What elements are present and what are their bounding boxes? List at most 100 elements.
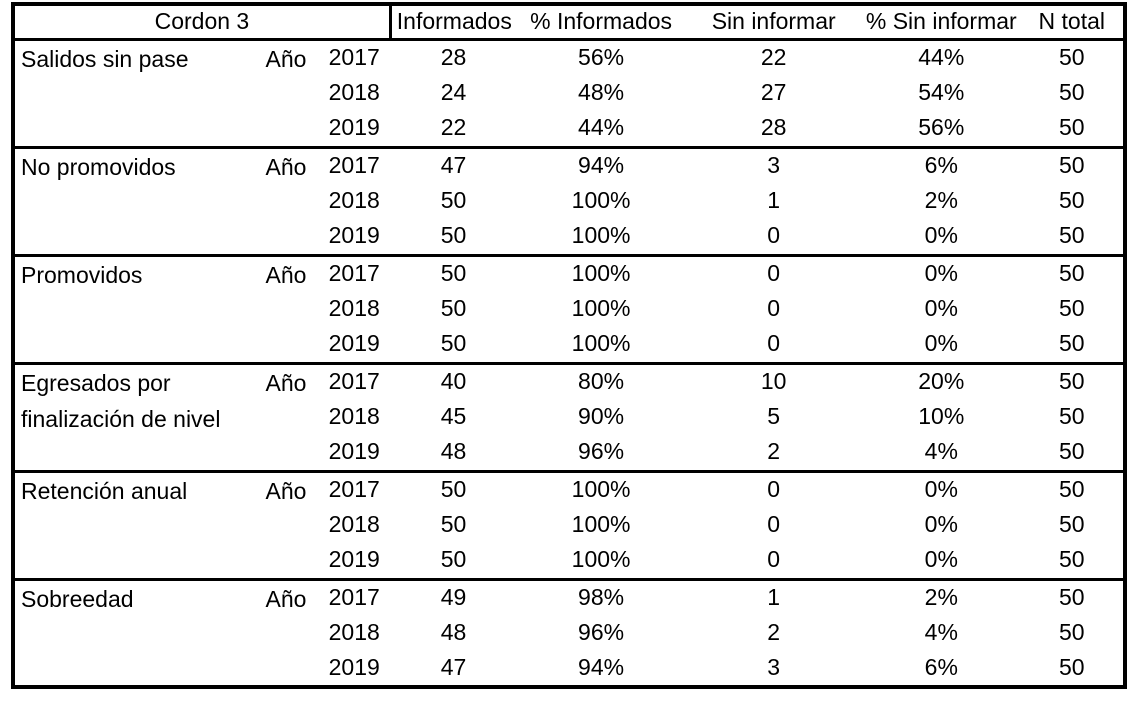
section-salidos-sin-pase: Salidos sin pase Año 2017 28 56% 22 44% … [13, 39, 1125, 147]
value-cell: 28 [760, 114, 787, 141]
value-cell: 48 [440, 438, 467, 465]
value-cell: 50 [440, 475, 467, 502]
value-cell: 40 [440, 367, 467, 394]
value-cell: 50 [1058, 654, 1085, 681]
value-cell: 50 [1058, 187, 1085, 214]
year-axis-label: Año [265, 369, 307, 396]
column-header-pct-sin-informar: % Sin informar [865, 7, 1017, 34]
corner-header-title: Cordon 3 [13, 4, 392, 39]
table-row: No promovidos Año 2017 47 94% 3 6% 50 [13, 147, 1125, 183]
year-cell: 2019 [328, 654, 380, 681]
year-cell: 2018 [328, 79, 380, 106]
header-row: Cordon 3 Informados % Informados Sin inf… [13, 4, 1125, 39]
value-cell: 50 [440, 295, 467, 322]
value-cell: 50 [1058, 511, 1085, 538]
section-egresados: Egresados por finalización de nivel Año … [13, 363, 1125, 471]
column-header-informados: Informados [396, 7, 512, 34]
section-label: Salidos sin pase [21, 45, 189, 72]
value-cell: 6% [924, 151, 958, 178]
value-cell: 49 [440, 583, 467, 610]
value-cell: 96% [578, 438, 625, 465]
value-cell: 47 [440, 654, 467, 681]
value-cell: 44% [578, 114, 625, 141]
cordon3-table: Cordon 3 Informados % Informados Sin inf… [11, 2, 1127, 689]
value-cell: 50 [440, 546, 467, 573]
year-cell: 2019 [328, 330, 380, 357]
value-cell: 2% [924, 187, 958, 214]
value-cell: 94% [578, 654, 625, 681]
value-cell: 0% [924, 222, 958, 249]
table-row: 2018 50 100% 0 0% 50 [13, 291, 1125, 327]
value-cell: 56% [918, 114, 965, 141]
value-cell: 100% [571, 475, 631, 502]
value-cell: 50 [1058, 330, 1085, 357]
value-cell: 0% [924, 475, 958, 502]
table-row: 2018 45 90% 5 10% 50 [13, 399, 1125, 435]
value-cell: 45 [440, 403, 467, 430]
section-label: No promovidos [21, 153, 176, 180]
value-cell: 50 [1058, 546, 1085, 573]
year-cell: 2018 [328, 295, 380, 322]
section-no-promovidos: No promovidos Año 2017 47 94% 3 6% 50 20… [13, 147, 1125, 255]
value-cell: 6% [924, 654, 958, 681]
table-row: 2019 50 100% 0 0% 50 [13, 327, 1125, 363]
value-cell: 2 [767, 619, 781, 646]
value-cell: 2 [767, 438, 781, 465]
column-header-n-total: N total [1038, 7, 1106, 34]
value-cell: 28 [440, 43, 467, 70]
year-cell: 2019 [328, 222, 380, 249]
year-cell: 2019 [328, 114, 380, 141]
year-cell: 2019 [328, 546, 380, 573]
value-cell: 0 [767, 222, 781, 249]
year-axis-label: Año [265, 585, 307, 612]
value-cell: 100% [571, 187, 631, 214]
value-cell: 100% [571, 222, 631, 249]
value-cell: 0 [767, 330, 781, 357]
value-cell: 27 [760, 79, 787, 106]
value-cell: 50 [440, 259, 467, 286]
value-cell: 0% [924, 546, 958, 573]
section-retencion-anual: Retención anual Año 2017 50 100% 0 0% 50… [13, 471, 1125, 579]
year-cell: 2017 [328, 367, 380, 394]
value-cell: 0% [924, 511, 958, 538]
table-row: Promovidos Año 2017 50 100% 0 0% 50 [13, 255, 1125, 291]
value-cell: 3 [767, 654, 781, 681]
value-cell: 10% [918, 403, 965, 430]
value-cell: 50 [1058, 79, 1085, 106]
value-cell: 80% [578, 367, 625, 394]
year-cell: 2017 [328, 43, 380, 70]
value-cell: 56% [578, 43, 625, 70]
value-cell: 10 [760, 367, 787, 394]
table-row: 2019 50 100% 0 0% 50 [13, 219, 1125, 255]
value-cell: 0 [767, 259, 781, 286]
section-label: Retención anual [21, 477, 188, 504]
year-axis-label: Año [265, 45, 307, 72]
value-cell: 50 [1058, 438, 1085, 465]
value-cell: 48 [440, 619, 467, 646]
value-cell: 50 [1058, 583, 1085, 610]
table-row: Egresados por finalización de nivel Año … [13, 363, 1125, 432]
value-cell: 50 [440, 511, 467, 538]
value-cell: 50 [1058, 295, 1085, 322]
year-cell: 2017 [328, 583, 380, 610]
value-cell: 50 [440, 222, 467, 249]
value-cell: 4% [924, 438, 958, 465]
value-cell: 20% [918, 367, 965, 394]
value-cell: 100% [571, 511, 631, 538]
value-cell: 50 [1058, 151, 1085, 178]
value-cell: 100% [571, 295, 631, 322]
section-label: Egresados por finalización de nivel [21, 369, 221, 432]
column-header-pct-informados: % Informados [530, 7, 673, 34]
year-cell: 2018 [328, 511, 380, 538]
value-cell: 0% [924, 330, 958, 357]
section-sobreedad: Sobreedad Año 2017 49 98% 1 2% 50 2018 4… [13, 579, 1125, 687]
value-cell: 0% [924, 259, 958, 286]
value-cell: 50 [1058, 222, 1085, 249]
year-cell: 2019 [328, 438, 380, 465]
year-cell: 2017 [328, 259, 380, 286]
section-promovidos: Promovidos Año 2017 50 100% 0 0% 50 2018… [13, 255, 1125, 363]
value-cell: 1 [767, 583, 781, 610]
value-cell: 96% [578, 619, 625, 646]
value-cell: 3 [767, 151, 781, 178]
value-cell: 0 [767, 511, 781, 538]
